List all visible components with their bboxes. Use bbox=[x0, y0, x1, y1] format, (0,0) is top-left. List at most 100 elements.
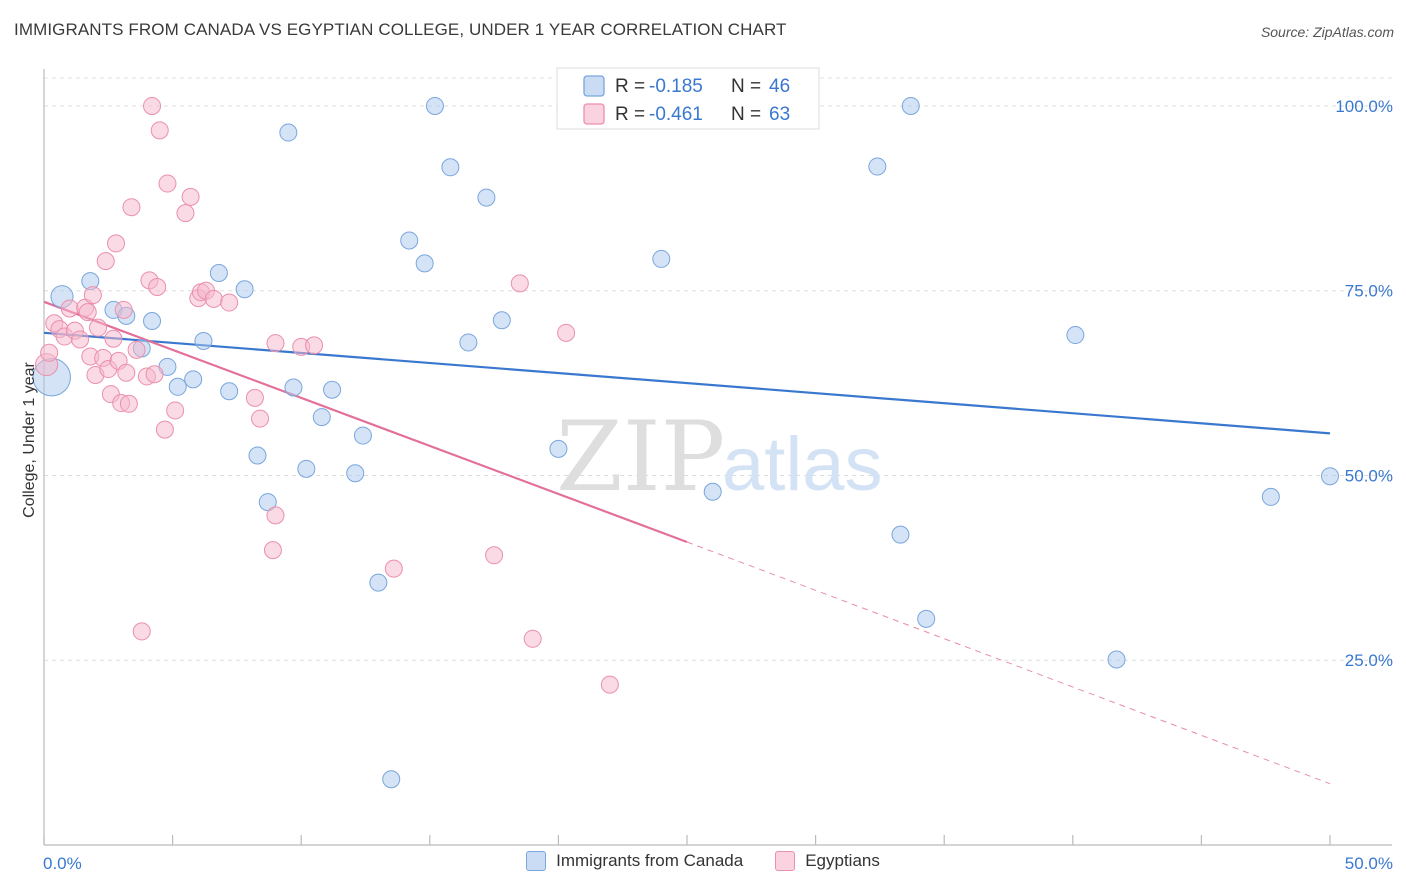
data-point-blue bbox=[652, 249, 671, 268]
data-point-pink bbox=[114, 300, 133, 319]
data-point-blue bbox=[168, 377, 187, 396]
legend-label-egyptians: Egyptians bbox=[805, 851, 880, 870]
data-point-blue bbox=[549, 439, 568, 458]
data-point-blue bbox=[703, 482, 722, 501]
data-point-pink bbox=[60, 299, 79, 318]
data-point-pink bbox=[220, 293, 239, 312]
data-point-blue bbox=[284, 378, 303, 397]
data-point-pink bbox=[263, 541, 282, 560]
data-point-blue bbox=[220, 382, 239, 401]
data-point-pink bbox=[510, 274, 529, 293]
data-point-pink bbox=[107, 234, 126, 253]
data-point-pink bbox=[305, 336, 324, 355]
data-point-blue bbox=[346, 464, 365, 483]
top-legend-r-value: -0.185 bbox=[649, 76, 703, 97]
data-point-pink bbox=[150, 121, 169, 140]
data-point-blue bbox=[184, 370, 203, 389]
data-point-pink bbox=[132, 622, 151, 641]
data-point-pink bbox=[117, 363, 136, 382]
data-point-blue bbox=[492, 311, 511, 330]
data-point-blue bbox=[235, 280, 254, 299]
data-point-blue bbox=[1066, 326, 1085, 345]
top-legend-r-value: -0.461 bbox=[649, 104, 703, 125]
data-point-blue bbox=[248, 446, 267, 465]
bottom-legend: Immigrants from Canada Egyptians bbox=[0, 851, 1406, 871]
data-point-pink bbox=[148, 278, 167, 297]
data-point-blue bbox=[382, 770, 401, 789]
data-point-pink bbox=[119, 394, 138, 413]
x-tick-label: 0.0% bbox=[43, 854, 82, 873]
data-point-pink bbox=[71, 330, 90, 349]
data-point-blue bbox=[297, 459, 316, 478]
x-tick-label: 50.0% bbox=[1345, 854, 1393, 873]
data-point-pink bbox=[557, 323, 576, 342]
data-point-pink bbox=[600, 675, 619, 694]
top-legend-swatch-blue bbox=[583, 75, 605, 97]
data-point-blue bbox=[369, 573, 388, 592]
data-point-pink bbox=[122, 198, 141, 217]
data-point-pink bbox=[40, 343, 59, 362]
data-point-pink bbox=[166, 401, 185, 420]
top-legend-r-label: R = bbox=[615, 104, 645, 125]
data-point-blue bbox=[312, 408, 331, 427]
top-legend-n-label: N = bbox=[731, 104, 761, 125]
watermark-atlas: atlas bbox=[722, 422, 883, 507]
top-legend-r-label: R = bbox=[615, 76, 645, 97]
top-legend-swatch-pink bbox=[583, 103, 605, 125]
trend-line-blue bbox=[43, 331, 1331, 435]
data-point-blue bbox=[258, 493, 277, 512]
data-point-blue bbox=[1107, 650, 1126, 669]
data-point-blue bbox=[1261, 487, 1280, 506]
data-point-pink bbox=[78, 303, 97, 322]
legend-swatch-egyptians bbox=[775, 851, 796, 871]
data-point-pink bbox=[266, 334, 285, 353]
legend-swatch-canada bbox=[526, 851, 547, 871]
data-point-pink bbox=[181, 187, 200, 206]
data-point-blue bbox=[143, 312, 162, 331]
data-point-pink bbox=[204, 289, 223, 308]
data-point-pink bbox=[104, 329, 123, 348]
data-point-pink bbox=[158, 174, 177, 193]
data-point-pink bbox=[83, 286, 102, 305]
top-legend-n-label: N = bbox=[731, 76, 761, 97]
data-point-pink bbox=[384, 559, 403, 578]
data-point-blue bbox=[891, 525, 910, 544]
data-point-pink bbox=[96, 252, 115, 271]
data-point-blue bbox=[917, 609, 936, 628]
data-point-blue bbox=[425, 96, 444, 115]
watermark-zip: ZIP bbox=[556, 401, 725, 513]
y-axis-label-wrap: College, Under 1 year bbox=[18, 290, 42, 590]
data-point-blue bbox=[1321, 467, 1339, 486]
chart-title: IMMIGRANTS FROM CANADA VS EGYPTIAN COLLE… bbox=[14, 20, 787, 39]
data-point-pink bbox=[266, 506, 285, 525]
data-point-pink bbox=[145, 365, 164, 384]
data-point-pink bbox=[251, 409, 270, 428]
data-point-blue bbox=[477, 188, 496, 207]
data-point-pink bbox=[523, 629, 542, 648]
y-tick-label: 75.0% bbox=[1345, 282, 1393, 301]
y-tick-label: 100.0% bbox=[1335, 97, 1393, 116]
data-point-blue bbox=[441, 158, 460, 177]
top-legend-n-value: 46 bbox=[769, 76, 790, 97]
data-point-pink bbox=[89, 318, 108, 337]
trend-line-dashed-pink bbox=[686, 541, 1331, 785]
data-point-blue bbox=[279, 123, 298, 142]
data-point-blue bbox=[323, 380, 342, 399]
data-point-blue bbox=[400, 231, 419, 250]
data-point-blue bbox=[194, 331, 213, 350]
y-axis-label: College, Under 1 year bbox=[21, 362, 38, 518]
data-point-pink bbox=[176, 204, 195, 223]
trend-line-pink bbox=[43, 300, 688, 544]
chart-source: Source: ZipAtlas.com bbox=[1260, 24, 1394, 40]
data-point-blue bbox=[868, 157, 887, 176]
data-point-blue bbox=[353, 426, 372, 445]
top-legend-n-value: 63 bbox=[769, 104, 790, 125]
data-point-pink bbox=[143, 96, 162, 115]
data-point-pink bbox=[245, 388, 264, 407]
data-point-pink bbox=[155, 420, 174, 439]
data-point-blue bbox=[901, 96, 920, 115]
legend-item-canada[interactable]: Immigrants from Canada bbox=[526, 851, 743, 871]
legend-item-egyptians[interactable]: Egyptians bbox=[775, 851, 880, 871]
data-point-blue bbox=[209, 263, 228, 282]
